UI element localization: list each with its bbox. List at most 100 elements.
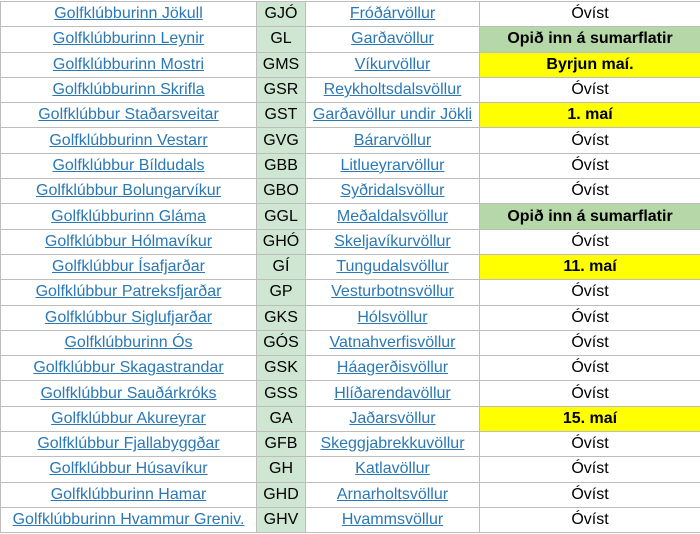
club-cell[interactable]: Golfklúbbur Skagastrandar bbox=[0, 355, 257, 382]
table-row: Golfklúbbur Húsavíkur GH Katlavöllur Óvíst bbox=[0, 456, 700, 483]
table-row: Golfklúbburinn Gláma GGL Meðaldalsvöllur Op… bbox=[0, 203, 700, 230]
club-cell[interactable]: Golfklúbburinn Skrifla bbox=[0, 76, 257, 104]
course-cell[interactable]: Jaðarsvöllur bbox=[305, 405, 480, 433]
course-cell[interactable]: Arnarholtsvöllur bbox=[305, 481, 480, 508]
table-row: Golfklúbburinn Vestarr GVG Bárarvöllur Óvís… bbox=[0, 127, 700, 154]
code-cell: GH bbox=[256, 456, 306, 483]
table-row: Golfklúbburinn Skrifla GSR Reykholtsdalsvö… bbox=[0, 76, 700, 104]
code-cell: GGL bbox=[256, 203, 306, 230]
club-cell[interactable]: Golfklúbburinn Ós bbox=[0, 329, 257, 357]
club-cell[interactable]: Golfklúbburinn Gláma bbox=[0, 203, 257, 230]
code-cell: GHD bbox=[256, 481, 306, 508]
table-row: Golfklúbbur Ísafjarðar GÍ Tungudalsvöllur 1… bbox=[0, 253, 700, 281]
code-cell: GVG bbox=[256, 127, 306, 154]
status-cell: Óvíst bbox=[479, 355, 700, 382]
code-cell: GÓS bbox=[256, 329, 306, 357]
club-cell[interactable]: Golfklúbbur Bolungarvíkur bbox=[0, 178, 257, 205]
status-cell: Byrjun maí. bbox=[479, 51, 700, 78]
club-cell[interactable]: Golfklúbbur Akureyrar bbox=[0, 405, 257, 433]
club-cell[interactable]: Golfklúbburinn Vestarr bbox=[0, 127, 257, 154]
course-cell[interactable]: Meðaldalsvöllur bbox=[305, 203, 480, 230]
status-cell: Opið inn á sumarflatir bbox=[479, 26, 700, 53]
code-cell: GSS bbox=[256, 380, 306, 407]
table-row: Golfklúbbur Staðarsveitar GST Garðavöllur … bbox=[0, 102, 700, 129]
status-cell: Óvíst bbox=[479, 178, 700, 205]
club-cell[interactable]: Golfklúbbur Ísafjarðar bbox=[0, 253, 257, 281]
club-cell[interactable]: Golfklúbbur Patreksfjarðar bbox=[0, 279, 257, 306]
course-cell[interactable]: Hlíðarendavöllur bbox=[305, 380, 480, 407]
club-cell[interactable]: Golfklúbburinn Leynir bbox=[0, 26, 257, 53]
course-cell[interactable]: Syðridalsvöllur bbox=[305, 178, 480, 205]
code-cell: GA bbox=[256, 405, 306, 433]
table-row: Golfklúbbur Akureyrar GA Jaðarsvöllur 15. m… bbox=[0, 405, 700, 433]
course-cell[interactable]: Garðavöllur undir Jökli bbox=[305, 102, 480, 129]
table-row: Golfklúbbur Patreksfjarðar GP Vesturbotnsv… bbox=[0, 279, 700, 306]
code-cell: GÍ bbox=[256, 253, 306, 281]
status-cell: Óvíst bbox=[479, 279, 700, 306]
club-cell[interactable]: Golfklúbbur Siglufjarðar bbox=[0, 304, 257, 331]
club-cell[interactable]: Golfklúbbur Húsavíkur bbox=[0, 456, 257, 483]
club-cell[interactable]: Golfklúbburinn Mostri bbox=[0, 51, 257, 78]
status-cell: Óvíst bbox=[479, 76, 700, 104]
course-cell[interactable]: Hvammsvöllur bbox=[305, 506, 480, 534]
status-cell: Óvíst bbox=[479, 152, 700, 180]
code-cell: GST bbox=[256, 102, 306, 129]
course-cell[interactable]: Litlueyrarvöllur bbox=[305, 152, 480, 180]
club-cell[interactable]: Golfklúbburinn Jökull bbox=[0, 0, 257, 28]
course-cell[interactable]: Víkurvöllur bbox=[305, 51, 480, 78]
status-cell: Óvíst bbox=[479, 456, 700, 483]
club-cell[interactable]: Golfklúbburinn Hvammur Greniv. bbox=[0, 506, 257, 534]
code-cell: GMS bbox=[256, 51, 306, 78]
course-cell[interactable]: Skeggjabrekkuvöllur bbox=[305, 431, 480, 458]
club-cell[interactable]: Golfklúbbur Sauðárkróks bbox=[0, 380, 257, 407]
table-row: Golfklúbbur Sauðárkróks GSS Hlíðarendavöll… bbox=[0, 380, 700, 407]
code-cell: GHÓ bbox=[256, 228, 306, 255]
status-cell: Óvíst bbox=[479, 380, 700, 407]
table-row: Golfklúbburinn Ós GÓS Vatnahverfisvöllur Óv… bbox=[0, 329, 700, 357]
status-cell: Óvíst bbox=[479, 329, 700, 357]
status-cell: Óvíst bbox=[479, 506, 700, 534]
status-cell: 11. maí bbox=[479, 253, 700, 281]
course-cell[interactable]: Reykholtsdalsvöllur bbox=[305, 76, 480, 104]
table-row: Golfklúbburinn Leynir GL Garðavöllur Opið i… bbox=[0, 26, 700, 53]
table-row: Golfklúbbur Hólmavíkur GHÓ Skeljavíkurvöll… bbox=[0, 228, 700, 255]
table-row: Golfklúbbur Fjallabyggðar GFB Skeggjabrekk… bbox=[0, 431, 700, 458]
status-cell: Óvíst bbox=[479, 228, 700, 255]
table-row: Golfklúbbur Bolungarvíkur GBO Syðridalsvöl… bbox=[0, 178, 700, 205]
code-cell: GL bbox=[256, 26, 306, 53]
code-cell: GBB bbox=[256, 152, 306, 180]
status-cell: Óvíst bbox=[479, 127, 700, 154]
course-cell[interactable]: Vesturbotnsvöllur bbox=[305, 279, 480, 306]
course-cell[interactable]: Háagerðisvöllur bbox=[305, 355, 480, 382]
table-row: Golfklúbburinn Hamar GHD Arnarholtsvöllur Ó… bbox=[0, 481, 700, 508]
club-cell[interactable]: Golfklúbburinn Hamar bbox=[0, 481, 257, 508]
club-cell[interactable]: Golfklúbbur Bíldudals bbox=[0, 152, 257, 180]
code-cell: GSR bbox=[256, 76, 306, 104]
status-cell: Óvíst bbox=[479, 481, 700, 508]
course-cell[interactable]: Tungudalsvöllur bbox=[305, 253, 480, 281]
course-cell[interactable]: Hólsvöllur bbox=[305, 304, 480, 331]
code-cell: GHV bbox=[256, 506, 306, 534]
course-cell[interactable]: Fróðárvöllur bbox=[305, 0, 480, 28]
course-cell[interactable]: Vatnahverfisvöllur bbox=[305, 329, 480, 357]
course-cell[interactable]: Garðavöllur bbox=[305, 26, 480, 53]
table-row: Golfklúbbur Skagastrandar GSK Háagerðisvöl… bbox=[0, 355, 700, 382]
club-cell[interactable]: Golfklúbbur Hólmavíkur bbox=[0, 228, 257, 255]
status-cell: Óvíst bbox=[479, 304, 700, 331]
table-row: Golfklúbburinn Jökull GJÓ Fróðárvöllur Óvís… bbox=[0, 0, 700, 28]
table-row: Golfklúbbur Bíldudals GBB Litlueyrarvöllur… bbox=[0, 152, 700, 180]
code-cell: GFB bbox=[256, 431, 306, 458]
club-cell[interactable]: Golfklúbbur Fjallabyggðar bbox=[0, 431, 257, 458]
course-cell[interactable]: Bárarvöllur bbox=[305, 127, 480, 154]
status-cell: 15. maí bbox=[479, 405, 700, 433]
course-cell[interactable]: Skeljavíkurvöllur bbox=[305, 228, 480, 255]
code-cell: GP bbox=[256, 279, 306, 306]
code-cell: GJÓ bbox=[256, 0, 306, 28]
course-cell[interactable]: Katlavöllur bbox=[305, 456, 480, 483]
table-row: Golfklúbburinn Hvammur Greniv. GHV Hvammsv… bbox=[0, 506, 700, 534]
club-cell[interactable]: Golfklúbbur Staðarsveitar bbox=[0, 102, 257, 129]
code-cell: GSK bbox=[256, 355, 306, 382]
